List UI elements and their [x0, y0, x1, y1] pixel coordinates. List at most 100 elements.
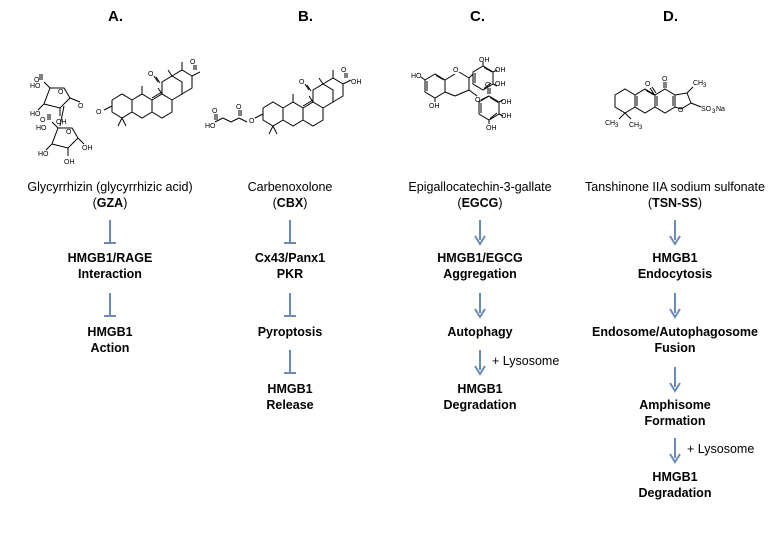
svg-text:O: O	[58, 89, 64, 96]
compound-name-b: Carbenoxolone (CBX)	[205, 180, 375, 211]
svg-text:OH: OH	[479, 57, 490, 64]
inhibit-arrow-icon	[281, 218, 299, 246]
svg-text:O: O	[96, 109, 102, 116]
compound-name-c: Epigallocatechin-3-gallate (EGCG)	[390, 180, 570, 211]
compound-abbrev: (GZA)	[20, 196, 200, 212]
compound-name-a: Glycyrrhizin (glycyrrhizic acid) (GZA)	[20, 180, 200, 211]
activate-arrow-icon	[666, 436, 684, 464]
compound-name-d: Tanshinone IIA sodium sulfonate (TSN-SS)	[569, 180, 781, 211]
svg-text:HO: HO	[36, 125, 47, 132]
step-line: PKR	[205, 267, 375, 283]
step-C-3: Autophagy	[390, 325, 570, 341]
step-line: Autophagy	[390, 325, 570, 341]
svg-text:O: O	[453, 67, 459, 74]
step-line: Degradation	[390, 398, 570, 414]
compound-fullname: Tanshinone IIA sodium sulfonate	[569, 180, 781, 196]
svg-text:HO: HO	[205, 123, 216, 130]
figure-root: A. O O	[0, 0, 781, 542]
step-line: Action	[20, 341, 200, 357]
svg-text:OH: OH	[495, 81, 506, 88]
svg-text:O: O	[645, 81, 651, 88]
svg-text:O: O	[236, 104, 242, 111]
step-line: Amphisome	[575, 398, 775, 414]
structure-gza: O O OH O O HO OH O HO O	[20, 30, 200, 175]
panel-letter-a: A.	[108, 8, 123, 25]
compound-abbrev: (TSN-SS)	[569, 196, 781, 212]
svg-text:O: O	[66, 129, 72, 136]
svg-text:OH: OH	[64, 159, 75, 166]
inhibit-arrow-icon	[101, 291, 119, 319]
step-line: HMGB1	[390, 382, 570, 398]
step-line: HMGB1/EGCG	[390, 251, 570, 267]
svg-text:OH: OH	[486, 125, 497, 132]
step-line: Fusion	[575, 341, 775, 357]
svg-text:CH: CH	[693, 80, 703, 87]
structure-cbx: O O OH O O O HO	[205, 30, 375, 175]
step-line: HMGB1	[575, 251, 775, 267]
structure-tsn-ss: O O O CH3 SO3Na CH3 CH3	[575, 30, 775, 175]
compound-abbrev: (CBX)	[205, 196, 375, 212]
svg-text:HO: HO	[411, 73, 422, 80]
structure-egcg: O HO OH OH OH OH	[390, 30, 570, 175]
inhibit-arrow-icon	[281, 348, 299, 376]
step-C-5: HMGB1Degradation	[390, 382, 570, 413]
activate-arrow-icon	[471, 218, 489, 246]
activate-arrow-icon	[471, 291, 489, 319]
svg-text:CH: CH	[605, 120, 615, 127]
step-line: Endocytosis	[575, 267, 775, 283]
svg-text:O: O	[341, 67, 347, 74]
step-line: HMGB1	[20, 325, 200, 341]
compound-abbrev: (EGCG)	[390, 196, 570, 212]
svg-text:OH: OH	[429, 103, 440, 110]
panel-letter-b: B.	[298, 8, 313, 25]
panel-letter-d: D.	[663, 8, 678, 25]
inhibit-arrow-icon	[101, 218, 119, 246]
svg-text:OH: OH	[82, 145, 93, 152]
step-line: Endosome/Autophagosome	[575, 325, 775, 341]
step-line: Cx43/Panx1	[205, 251, 375, 267]
svg-text:O: O	[475, 97, 481, 104]
svg-text:O: O	[78, 103, 84, 110]
step-B-5: HMGB1Release	[205, 382, 375, 413]
panel-letter-c: C.	[470, 8, 485, 25]
svg-text:OH: OH	[501, 113, 512, 120]
compound-fullname: Carbenoxolone	[205, 180, 375, 196]
svg-text:OH: OH	[351, 79, 362, 86]
svg-text:HO: HO	[38, 151, 49, 158]
step-B-3: Pyroptosis	[205, 325, 375, 341]
compound-fullname: Glycyrrhizin (glycyrrhizic acid)	[20, 180, 200, 196]
side-label: + Lysosome	[492, 354, 559, 368]
svg-text:O: O	[678, 107, 684, 114]
activate-arrow-icon	[666, 291, 684, 319]
step-D-7: HMGB1Degradation	[575, 470, 775, 501]
step-line: Interaction	[20, 267, 200, 283]
svg-text:O: O	[662, 76, 668, 83]
svg-text:O: O	[190, 59, 196, 66]
step-line: HMGB1/RAGE	[20, 251, 200, 267]
svg-text:O: O	[212, 108, 218, 115]
step-line: Formation	[575, 414, 775, 430]
activate-arrow-icon	[471, 348, 489, 376]
svg-text:O: O	[299, 79, 305, 86]
svg-text:O: O	[485, 82, 491, 89]
svg-text:O: O	[148, 71, 154, 78]
step-D-5: AmphisomeFormation	[575, 398, 775, 429]
svg-text:O: O	[249, 118, 255, 125]
svg-text:3: 3	[639, 125, 643, 131]
activate-arrow-icon	[666, 218, 684, 246]
compound-fullname: Epigallocatechin-3-gallate	[390, 180, 570, 196]
svg-text:HO: HO	[30, 83, 41, 90]
svg-text:3: 3	[703, 83, 707, 89]
step-line: HMGB1	[575, 470, 775, 486]
step-line: Aggregation	[390, 267, 570, 283]
side-label: + Lysosome	[687, 442, 754, 456]
step-D-1: HMGB1Endocytosis	[575, 251, 775, 282]
step-line: HMGB1	[205, 382, 375, 398]
step-line: Degradation	[575, 486, 775, 502]
step-C-1: HMGB1/EGCGAggregation	[390, 251, 570, 282]
svg-text:SO: SO	[701, 106, 712, 113]
step-A-3: HMGB1Action	[20, 325, 200, 356]
svg-text:O: O	[40, 117, 46, 124]
step-line: Pyroptosis	[205, 325, 375, 341]
inhibit-arrow-icon	[281, 291, 299, 319]
